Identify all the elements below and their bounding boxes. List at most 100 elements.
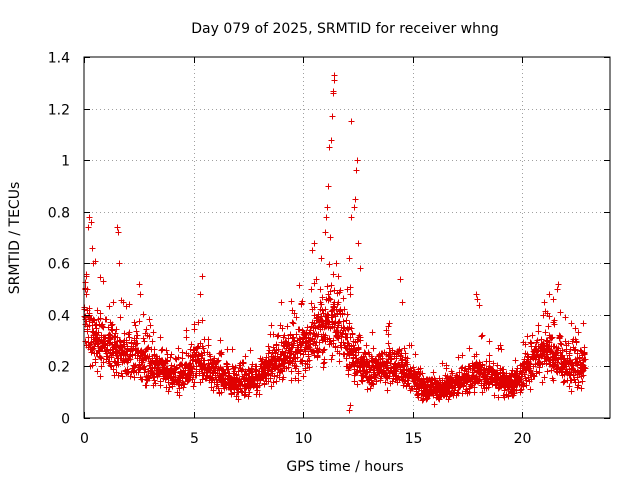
- data-point: [581, 349, 588, 356]
- data-point: [86, 214, 93, 221]
- data-point: [287, 331, 294, 338]
- data-point: [89, 362, 96, 369]
- data-point: [345, 367, 352, 374]
- data-point: [179, 349, 186, 356]
- data-point: [85, 224, 92, 231]
- data-point: [575, 382, 582, 389]
- data-point: [339, 310, 346, 317]
- data-point: [141, 369, 148, 376]
- data-point: [382, 379, 389, 386]
- data-point: [134, 340, 141, 347]
- data-point: [232, 364, 239, 371]
- data-point: [326, 335, 333, 342]
- data-point: [354, 381, 361, 388]
- data-point: [517, 376, 524, 383]
- data-point: [352, 196, 359, 203]
- data-point: [191, 321, 198, 328]
- data-point: [278, 299, 285, 306]
- data-point: [164, 357, 171, 364]
- data-point: [92, 322, 99, 329]
- data-point: [473, 351, 480, 358]
- data-point: [140, 335, 147, 342]
- data-point: [430, 369, 437, 376]
- data-point: [491, 392, 498, 399]
- data-point: [313, 276, 320, 283]
- data-point: [455, 354, 462, 361]
- data-point: [110, 299, 117, 306]
- data-point: [235, 377, 242, 384]
- data-point: [288, 298, 295, 305]
- data-point: [328, 282, 335, 289]
- data-point: [348, 118, 355, 125]
- data-point: [183, 334, 190, 341]
- data-point: [265, 350, 272, 357]
- data-point: [341, 351, 348, 358]
- data-point: [274, 333, 281, 340]
- data-point: [327, 234, 334, 241]
- data-point: [117, 314, 124, 321]
- data-point: [89, 245, 96, 252]
- data-point: [555, 281, 562, 288]
- data-point: [311, 240, 318, 247]
- data-point: [97, 354, 104, 361]
- data-point: [214, 381, 221, 388]
- data-point: [134, 332, 141, 339]
- data-point: [326, 295, 333, 302]
- data-point: [299, 298, 306, 305]
- chart-title: Day 079 of 2025, SRMTID for receiver whn…: [191, 21, 499, 37]
- data-point: [267, 375, 274, 382]
- data-point: [88, 349, 95, 356]
- data-point: [97, 274, 104, 281]
- data-point: [495, 394, 502, 401]
- data-point: [548, 367, 555, 374]
- data-point: [533, 370, 540, 377]
- data-point: [578, 385, 585, 392]
- data-point: [144, 345, 151, 352]
- data-point: [340, 339, 347, 346]
- data-point: [331, 287, 338, 294]
- data-point: [143, 382, 150, 389]
- data-point: [146, 333, 153, 340]
- data-point: [95, 329, 102, 336]
- data-point: [568, 377, 575, 384]
- data-point: [324, 204, 331, 211]
- data-point: [404, 361, 411, 368]
- data-point: [355, 240, 362, 247]
- data-point: [238, 388, 245, 395]
- data-point: [123, 337, 130, 344]
- data-point: [328, 137, 335, 144]
- data-point: [248, 369, 255, 376]
- data-point: [582, 356, 589, 363]
- data-point: [91, 317, 98, 324]
- data-point: [109, 327, 116, 334]
- data-point: [97, 373, 104, 380]
- data-point: [546, 291, 553, 298]
- data-point: [318, 301, 325, 308]
- data-point: [214, 358, 221, 365]
- data-point: [486, 338, 493, 345]
- data-point: [324, 311, 331, 318]
- data-point: [545, 323, 552, 330]
- data-point: [175, 345, 182, 352]
- data-point: [497, 342, 504, 349]
- data-point: [325, 183, 332, 190]
- data-point: [82, 338, 89, 345]
- data-point: [246, 389, 253, 396]
- data-point: [245, 393, 252, 400]
- data-point: [279, 325, 286, 332]
- data-point: [340, 318, 347, 325]
- data-point: [290, 334, 297, 341]
- data-point: [103, 316, 110, 323]
- data-point: [121, 330, 128, 337]
- data-point: [557, 333, 564, 340]
- data-point: [309, 247, 316, 254]
- data-point: [322, 332, 329, 339]
- data-point: [459, 352, 466, 359]
- data-point: [215, 357, 222, 364]
- data-point: [580, 320, 587, 327]
- data-point: [535, 322, 542, 329]
- data-point: [163, 347, 170, 354]
- data-point: [106, 340, 113, 347]
- data-point: [311, 280, 318, 287]
- data-point: [100, 278, 107, 285]
